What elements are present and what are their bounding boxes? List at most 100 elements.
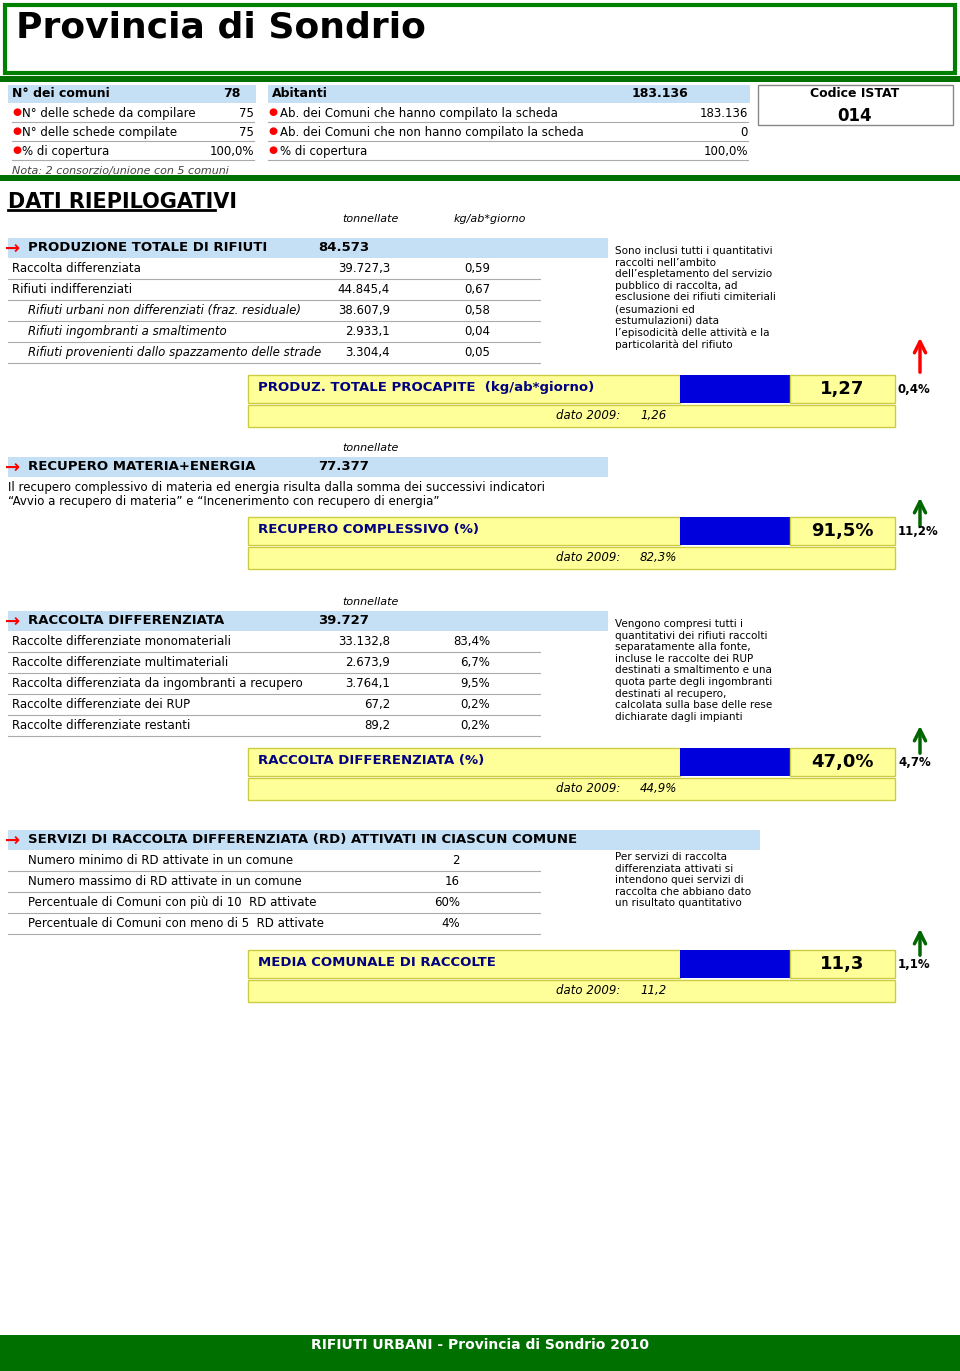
Bar xyxy=(248,404,895,426)
Text: 67,2: 67,2 xyxy=(364,698,390,712)
Text: PRODUZ. TOTALE PROCAPITE  (kg/ab*giorno): PRODUZ. TOTALE PROCAPITE (kg/ab*giorno) xyxy=(258,381,594,393)
Text: →: → xyxy=(5,459,20,477)
Text: Rifiuti urbani non differenziati (fraz. residuale): Rifiuti urbani non differenziati (fraz. … xyxy=(28,304,301,317)
Bar xyxy=(248,376,680,403)
Text: Abitanti: Abitanti xyxy=(272,86,328,100)
Text: 77.377: 77.377 xyxy=(318,461,369,473)
Text: Il recupero complessivo di materia ed energia risulta dalla somma dei successivi: Il recupero complessivo di materia ed en… xyxy=(8,481,545,494)
Text: Rifiuti indifferenziati: Rifiuti indifferenziati xyxy=(12,282,132,296)
Text: ●: ● xyxy=(12,145,21,155)
Text: % di copertura: % di copertura xyxy=(280,145,368,158)
Text: →: → xyxy=(5,240,20,258)
Text: RACCOLTA DIFFERENZIATA (%): RACCOLTA DIFFERENZIATA (%) xyxy=(258,754,484,766)
Text: 84.573: 84.573 xyxy=(318,241,370,254)
Text: Per servizi di raccolta
differenziata attivati si
intendono quei servizi di
racc: Per servizi di raccolta differenziata at… xyxy=(615,851,751,909)
Text: 4,7%: 4,7% xyxy=(898,755,931,769)
Text: Raccolte differenziate dei RUP: Raccolte differenziate dei RUP xyxy=(12,698,190,712)
Text: 2: 2 xyxy=(452,854,460,866)
Text: 1,26: 1,26 xyxy=(640,409,666,422)
Text: 16: 16 xyxy=(445,875,460,888)
Text: Ab. dei Comuni che hanno compilato la scheda: Ab. dei Comuni che hanno compilato la sc… xyxy=(280,107,558,121)
Text: DATI RIEPILOGATIVI: DATI RIEPILOGATIVI xyxy=(8,192,237,213)
Text: “Avvio a recupero di materia” e “Incenerimento con recupero di energia”: “Avvio a recupero di materia” e “Incener… xyxy=(8,495,440,509)
Text: RECUPERO MATERIA+ENERGIA: RECUPERO MATERIA+ENERGIA xyxy=(28,461,255,473)
Text: ●: ● xyxy=(12,126,21,136)
Text: 0,4%: 0,4% xyxy=(898,383,931,396)
Text: 11,2%: 11,2% xyxy=(898,525,939,537)
Bar xyxy=(680,517,790,546)
Text: Rifiuti ingombranti a smaltimento: Rifiuti ingombranti a smaltimento xyxy=(28,325,227,339)
Text: 100,0%: 100,0% xyxy=(209,145,254,158)
Text: RIFIUTI URBANI - Provincia di Sondrio 2010: RIFIUTI URBANI - Provincia di Sondrio 20… xyxy=(311,1338,649,1352)
Text: Numero minimo di RD attivate in un comune: Numero minimo di RD attivate in un comun… xyxy=(28,854,293,866)
Bar xyxy=(758,85,953,125)
Text: Raccolte differenziate restanti: Raccolte differenziate restanti xyxy=(12,718,190,732)
Bar xyxy=(790,749,895,776)
Text: Nota: 2 consorzio/unione con 5 comuni: Nota: 2 consorzio/unione con 5 comuni xyxy=(12,166,228,175)
Text: Percentuale di Comuni con più di 10  RD attivate: Percentuale di Comuni con più di 10 RD a… xyxy=(28,897,317,909)
Text: 47,0%: 47,0% xyxy=(811,753,874,771)
Text: Percentuale di Comuni con meno di 5  RD attivate: Percentuale di Comuni con meno di 5 RD a… xyxy=(28,917,324,930)
Bar xyxy=(8,611,608,631)
Text: 44.845,4: 44.845,4 xyxy=(338,282,390,296)
Text: MEDIA COMUNALE DI RACCOLTE: MEDIA COMUNALE DI RACCOLTE xyxy=(258,956,496,969)
Text: 82,3%: 82,3% xyxy=(640,551,678,563)
Bar xyxy=(680,950,790,978)
Text: 0,05: 0,05 xyxy=(464,345,490,359)
Text: 89,2: 89,2 xyxy=(364,718,390,732)
Text: 11,3: 11,3 xyxy=(820,956,864,973)
Bar xyxy=(8,829,760,850)
Text: 60%: 60% xyxy=(434,897,460,909)
Text: dato 2009:: dato 2009: xyxy=(556,551,620,563)
Text: 2.933,1: 2.933,1 xyxy=(346,325,390,339)
Bar xyxy=(5,5,955,73)
Text: 0,67: 0,67 xyxy=(464,282,490,296)
Text: 3.304,4: 3.304,4 xyxy=(346,345,390,359)
Bar xyxy=(248,749,680,776)
Text: tonnellate: tonnellate xyxy=(342,596,398,607)
Text: 0,58: 0,58 xyxy=(464,304,490,317)
Text: % di copertura: % di copertura xyxy=(22,145,109,158)
Text: RECUPERO COMPLESSIVO (%): RECUPERO COMPLESSIVO (%) xyxy=(258,522,479,536)
Text: 6,7%: 6,7% xyxy=(460,655,490,669)
Text: →: → xyxy=(5,613,20,631)
Text: 83,4%: 83,4% xyxy=(453,635,490,648)
Text: Ab. dei Comuni che non hanno compilato la scheda: Ab. dei Comuni che non hanno compilato l… xyxy=(280,126,584,138)
Text: 3.764,1: 3.764,1 xyxy=(346,677,390,690)
Bar xyxy=(680,376,790,403)
Text: Raccolte differenziate multimateriali: Raccolte differenziate multimateriali xyxy=(12,655,228,669)
Text: ●: ● xyxy=(268,107,277,117)
Text: SERVIZI DI RACCOLTA DIFFERENZIATA (RD) ATTIVATI IN CIASCUN COMUNE: SERVIZI DI RACCOLTA DIFFERENZIATA (RD) A… xyxy=(28,834,577,846)
Text: dato 2009:: dato 2009: xyxy=(556,781,620,795)
Text: 0: 0 xyxy=(740,126,748,138)
Text: ●: ● xyxy=(268,126,277,136)
Text: ●: ● xyxy=(12,107,21,117)
Bar xyxy=(248,547,895,569)
Bar xyxy=(0,175,960,181)
Text: kg/ab*giorno: kg/ab*giorno xyxy=(454,214,526,223)
Bar xyxy=(680,749,790,776)
Text: Vengono compresi tutti i
quantitativi dei rifiuti raccolti
separatamente alla fo: Vengono compresi tutti i quantitativi de… xyxy=(615,618,772,721)
Text: 78: 78 xyxy=(223,86,240,100)
Text: tonnellate: tonnellate xyxy=(342,443,398,452)
Bar xyxy=(0,75,960,82)
Text: 44,9%: 44,9% xyxy=(640,781,678,795)
Text: 9,5%: 9,5% xyxy=(460,677,490,690)
Bar xyxy=(8,239,608,258)
Text: dato 2009:: dato 2009: xyxy=(556,409,620,422)
Text: N° dei comuni: N° dei comuni xyxy=(12,86,109,100)
Bar xyxy=(790,517,895,546)
Text: N° delle schede da compilare: N° delle schede da compilare xyxy=(22,107,196,121)
Text: PRODUZIONE TOTALE DI RIFIUTI: PRODUZIONE TOTALE DI RIFIUTI xyxy=(28,241,267,254)
Bar xyxy=(8,457,608,477)
Bar xyxy=(0,1335,960,1371)
Text: Sono inclusi tutti i quantitativi
raccolti nell’ambito
dell’espletamento del ser: Sono inclusi tutti i quantitativi raccol… xyxy=(615,245,776,350)
Text: 014: 014 xyxy=(838,107,873,125)
Bar xyxy=(8,85,256,103)
Text: Raccolta differenziata da ingombranti a recupero: Raccolta differenziata da ingombranti a … xyxy=(12,677,302,690)
Text: Codice ISTAT: Codice ISTAT xyxy=(810,86,900,100)
Text: 100,0%: 100,0% xyxy=(704,145,748,158)
Text: 4%: 4% xyxy=(442,917,460,930)
Text: Raccolta differenziata: Raccolta differenziata xyxy=(12,262,141,276)
Text: 1,27: 1,27 xyxy=(820,380,864,398)
